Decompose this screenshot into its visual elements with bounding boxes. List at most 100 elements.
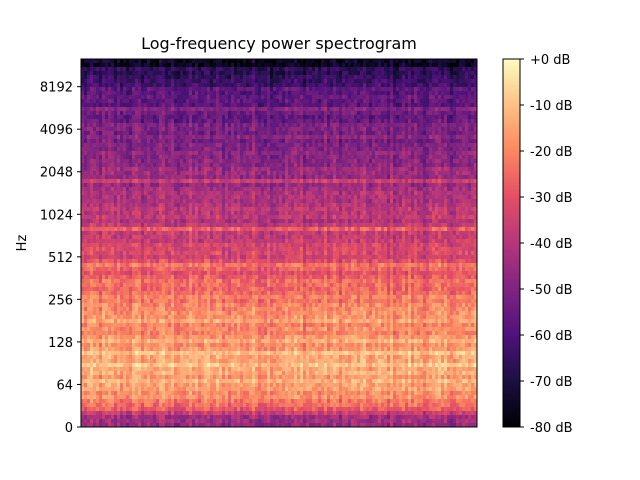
spectrogram-cell (264, 183, 268, 188)
spectrogram-cell (231, 151, 235, 156)
spectrogram-cell (99, 163, 103, 168)
spectrogram-cell (249, 179, 253, 184)
spectrogram-cell (204, 179, 208, 184)
spectrogram-cell (387, 195, 391, 200)
spectrogram-cell (408, 87, 412, 92)
spectrogram-cell (438, 127, 442, 132)
spectrogram-cell (198, 199, 202, 204)
spectrogram-cell (108, 103, 112, 108)
spectrogram-cell (132, 127, 136, 132)
spectrogram-cell (438, 143, 442, 148)
spectrogram-cell (216, 75, 220, 80)
spectrogram-cell (387, 83, 391, 88)
spectrogram-cell (459, 143, 463, 148)
spectrogram-cell (81, 183, 85, 188)
spectrogram-cell (201, 79, 205, 84)
spectrogram-cell (420, 171, 424, 176)
spectrogram-cell (339, 175, 343, 180)
spectrogram-cell (420, 183, 424, 188)
spectrogram-cell (402, 75, 406, 80)
spectrogram-cell (216, 139, 220, 144)
spectrogram-cell (369, 195, 373, 200)
spectrogram-cell (420, 75, 424, 80)
spectrogram-cell (414, 103, 418, 108)
spectrogram-cell (186, 135, 190, 140)
spectrogram-cell (321, 127, 325, 132)
spectrogram-cell (288, 79, 292, 84)
spectrogram-cell (378, 171, 382, 176)
spectrogram-cell (363, 167, 367, 172)
spectrogram-cell (267, 151, 271, 156)
spectrogram-cell (426, 159, 430, 164)
spectrogram-cell (255, 87, 259, 92)
spectrogram-cell (423, 103, 427, 108)
spectrogram-cell (417, 67, 421, 72)
spectrogram-cell (405, 119, 409, 124)
spectrogram-cell (138, 95, 142, 100)
spectrogram-cell (159, 135, 163, 140)
spectrogram-cell (303, 63, 307, 68)
spectrogram-cell (219, 187, 223, 192)
spectrogram-cell (384, 163, 388, 168)
spectrogram-cell (294, 163, 298, 168)
spectrogram-cell (237, 67, 241, 72)
spectrogram-cell (141, 135, 145, 140)
spectrogram-cell (378, 163, 382, 168)
spectrogram-cell (366, 87, 370, 92)
spectrogram-cell (384, 107, 388, 112)
spectrogram-cell (234, 119, 238, 124)
spectrogram-cell (216, 71, 220, 76)
spectrogram-cell (285, 183, 289, 188)
spectrogram-cell (357, 75, 361, 80)
spectrogram-cell (414, 175, 418, 180)
spectrogram-cell (414, 155, 418, 160)
spectrogram-cell (249, 131, 253, 136)
spectrogram-cell (207, 179, 211, 184)
spectrogram-cell (423, 63, 427, 68)
spectrogram-cell (336, 163, 340, 168)
spectrogram-cell (111, 159, 115, 164)
spectrogram-cell (339, 91, 343, 96)
spectrogram-cell (414, 91, 418, 96)
spectrogram-cell (399, 95, 403, 100)
spectrogram-cell (384, 91, 388, 96)
spectrogram-cell (165, 95, 169, 100)
spectrogram-cell (423, 135, 427, 140)
spectrogram-cell (288, 191, 292, 196)
spectrogram-cell (282, 175, 286, 180)
spectrogram-cell (444, 203, 448, 208)
spectrogram-cell (261, 191, 265, 196)
spectrogram-cell (450, 135, 454, 140)
spectrogram-cell (84, 87, 88, 92)
spectrogram-cell (321, 167, 325, 172)
spectrogram-cell (462, 195, 466, 200)
spectrogram-cell (303, 87, 307, 92)
spectrogram-cell (177, 139, 181, 144)
spectrogram-cell (120, 163, 124, 168)
spectrogram-cell (123, 75, 127, 80)
spectrogram-cell (348, 71, 352, 76)
spectrogram-cell (288, 87, 292, 92)
spectrogram-cell (207, 87, 211, 92)
spectrogram-cell (135, 151, 139, 156)
spectrogram-cell (336, 83, 340, 88)
spectrogram-cell (183, 107, 187, 112)
spectrogram-cell (216, 207, 220, 212)
spectrogram-cell (372, 131, 376, 136)
spectrogram-cell (102, 75, 106, 80)
spectrogram-cell (174, 155, 178, 160)
spectrogram-cell (453, 111, 457, 116)
spectrogram-cell (312, 135, 316, 140)
spectrogram-cell (144, 59, 148, 64)
spectrogram-cell (363, 207, 367, 212)
spectrogram-cell (132, 131, 136, 136)
spectrogram-cell (192, 187, 196, 192)
spectrogram-cell (294, 195, 298, 200)
spectrogram-cell (120, 199, 124, 204)
spectrogram-cell (126, 63, 130, 68)
spectrogram-cell (252, 183, 256, 188)
spectrogram-cell (414, 187, 418, 192)
spectrogram-cell (168, 167, 172, 172)
spectrogram-cell (81, 75, 85, 80)
spectrogram-cell (471, 151, 475, 156)
